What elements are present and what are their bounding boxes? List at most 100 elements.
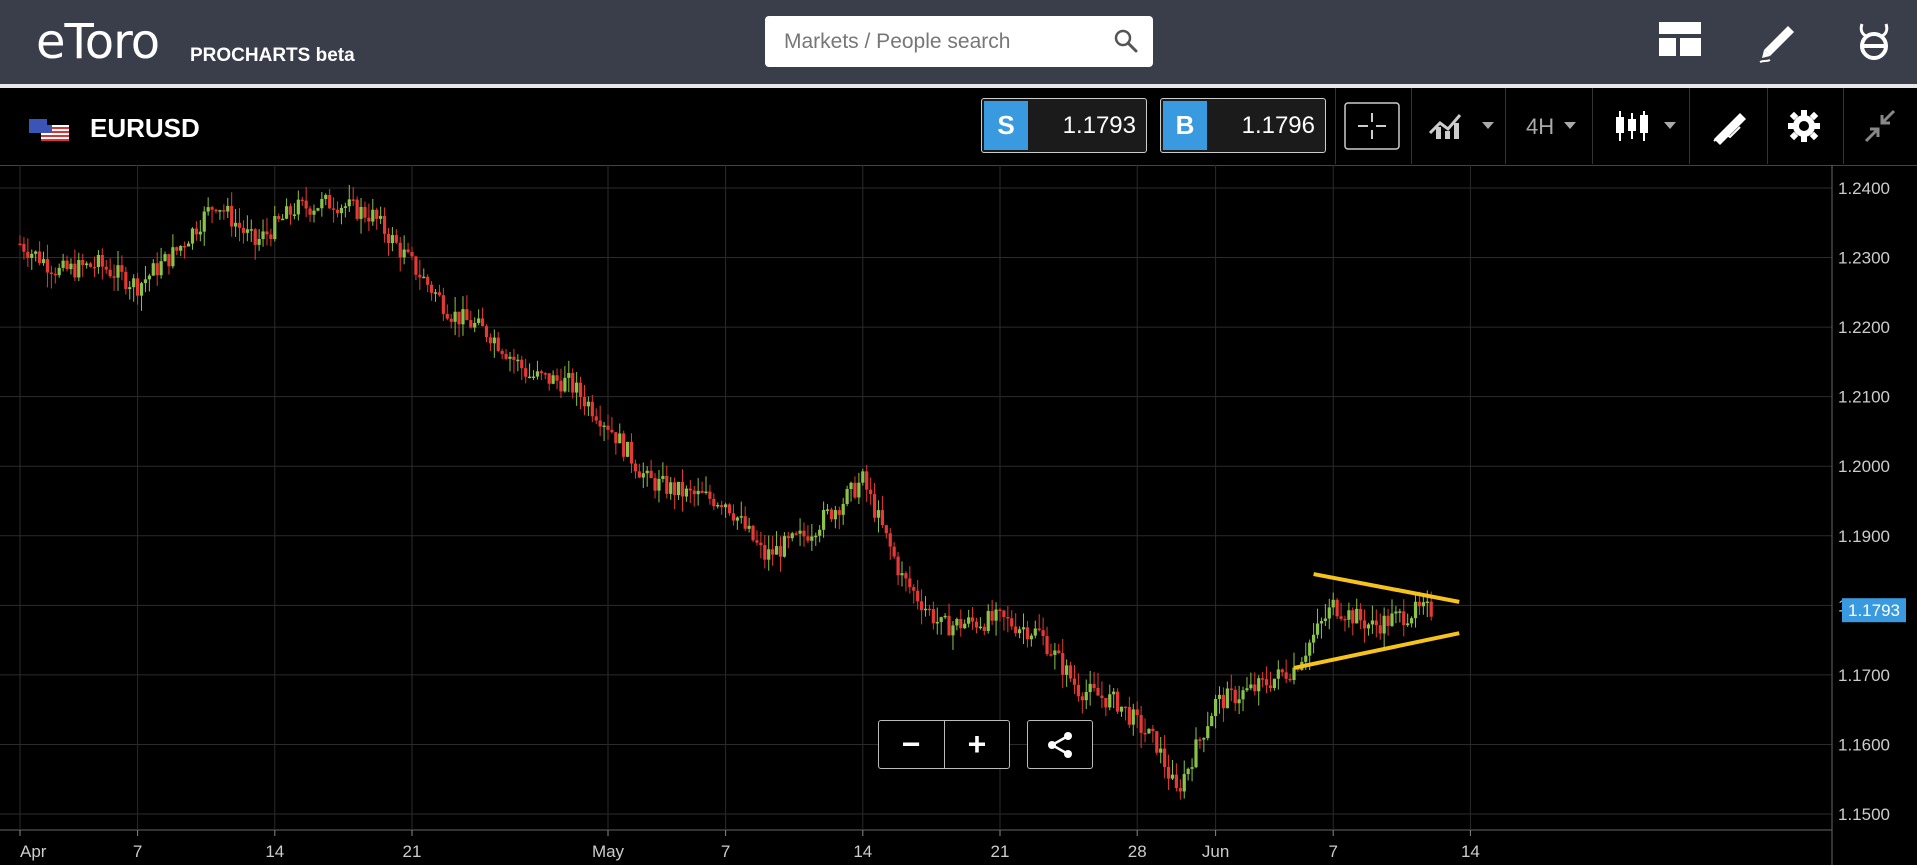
candle-body (951, 625, 955, 636)
candle-body (1402, 611, 1406, 626)
candle-body (970, 617, 975, 622)
candle-body (504, 354, 508, 359)
etoro-icon[interactable] (1850, 16, 1898, 64)
candle-body (359, 206, 363, 219)
candle-body (704, 491, 708, 494)
candle-body (269, 234, 273, 240)
candle-body (782, 536, 786, 557)
candle-body (1370, 620, 1374, 625)
candle-body (673, 482, 677, 496)
candle-body (61, 260, 65, 268)
sell-price: 1.1793 (1062, 112, 1136, 139)
candle-body (1308, 642, 1312, 656)
instrument-name[interactable]: EURUSD (90, 113, 200, 143)
candle-body (927, 608, 932, 611)
candle-body (1002, 610, 1006, 618)
candle-body (994, 609, 998, 621)
candle-body (841, 503, 845, 515)
pencil-icon[interactable] (1754, 16, 1802, 64)
candle-body (190, 228, 195, 244)
candle-body (614, 432, 618, 444)
candle-body (904, 573, 908, 579)
candle-body (53, 273, 57, 276)
candle-body (245, 229, 249, 233)
candle-body (598, 420, 602, 427)
candle-body (41, 259, 46, 264)
timeframe-dropdown[interactable]: 4H (1524, 101, 1584, 151)
chevron-down-icon (1564, 122, 1576, 129)
candle-body (743, 516, 747, 529)
candle-body (316, 208, 320, 211)
gear-icon[interactable] (1786, 101, 1822, 151)
candle-body (1182, 774, 1186, 792)
search-input[interactable]: Markets / People search (765, 16, 1153, 67)
candle-body (230, 205, 234, 227)
candle-body (445, 313, 449, 319)
candle-body (433, 292, 438, 294)
candle-body (1010, 618, 1014, 627)
candle-body (1174, 774, 1178, 789)
candle-body (1351, 610, 1355, 624)
candle-body (720, 504, 724, 508)
candle-body (65, 260, 69, 270)
candle-body (555, 375, 559, 381)
candle-body (367, 217, 371, 222)
candle-body (528, 376, 532, 379)
candle-body (77, 259, 81, 278)
candle-body (136, 278, 140, 296)
search-icon[interactable] (1113, 28, 1139, 54)
candle-body (469, 320, 473, 328)
candle-body (857, 482, 861, 498)
candle-body (747, 525, 751, 529)
x-tick-label: 14 (1461, 842, 1480, 861)
candle-style-button[interactable] (1612, 101, 1682, 151)
candle-body (335, 209, 340, 214)
candle-body (414, 256, 418, 275)
product-label: PROCHARTS beta (190, 45, 355, 66)
layout-icon[interactable] (1656, 16, 1704, 64)
candle-body (69, 263, 73, 270)
candle-body (284, 206, 289, 219)
candle-body (1362, 620, 1367, 629)
x-tick-label: May (592, 842, 625, 861)
candle-body (810, 536, 814, 541)
candle-body (1108, 694, 1112, 708)
crosshair-icon[interactable] (1344, 101, 1400, 151)
candle-body (1217, 694, 1222, 699)
candle-body (492, 337, 496, 344)
candle-body (1425, 601, 1429, 604)
draw-tools-icon[interactable] (1710, 101, 1750, 151)
share-button[interactable] (1027, 720, 1093, 769)
candle-body (1233, 689, 1237, 704)
y-tick-label: 1.2400 (1838, 179, 1890, 198)
candle-body (998, 609, 1002, 612)
candle-body (1264, 679, 1269, 686)
y-tick-label: 1.2100 (1838, 388, 1890, 407)
candle-body (57, 267, 61, 276)
chart-type-button[interactable] (1428, 101, 1498, 151)
candle-body (406, 249, 410, 253)
zoom-in-button[interactable]: + (967, 726, 987, 762)
zoom-out-button[interactable]: − (901, 726, 921, 762)
candle-body (818, 529, 822, 536)
candle-body (657, 478, 661, 491)
candle-body (1210, 716, 1214, 727)
candle-body (1284, 672, 1288, 679)
sell-button[interactable]: S 1.1793 (981, 98, 1147, 153)
toolbar-separator (1767, 88, 1768, 164)
header-divider (0, 84, 1917, 88)
candlestick-icon (1616, 111, 1648, 141)
candle-body (253, 229, 257, 245)
candle-body (273, 216, 277, 240)
candle-body (665, 475, 669, 494)
candle-body (1127, 706, 1131, 725)
candle-body (430, 284, 434, 293)
etoro-logo[interactable]: eToro (36, 14, 160, 70)
candle-body (453, 311, 457, 322)
collapse-icon[interactable] (1862, 101, 1898, 151)
candle-body (524, 368, 528, 377)
candle-body (34, 251, 38, 254)
candle-body (363, 206, 367, 218)
candle-body (586, 401, 590, 407)
buy-button[interactable]: B 1.1796 (1160, 98, 1326, 153)
